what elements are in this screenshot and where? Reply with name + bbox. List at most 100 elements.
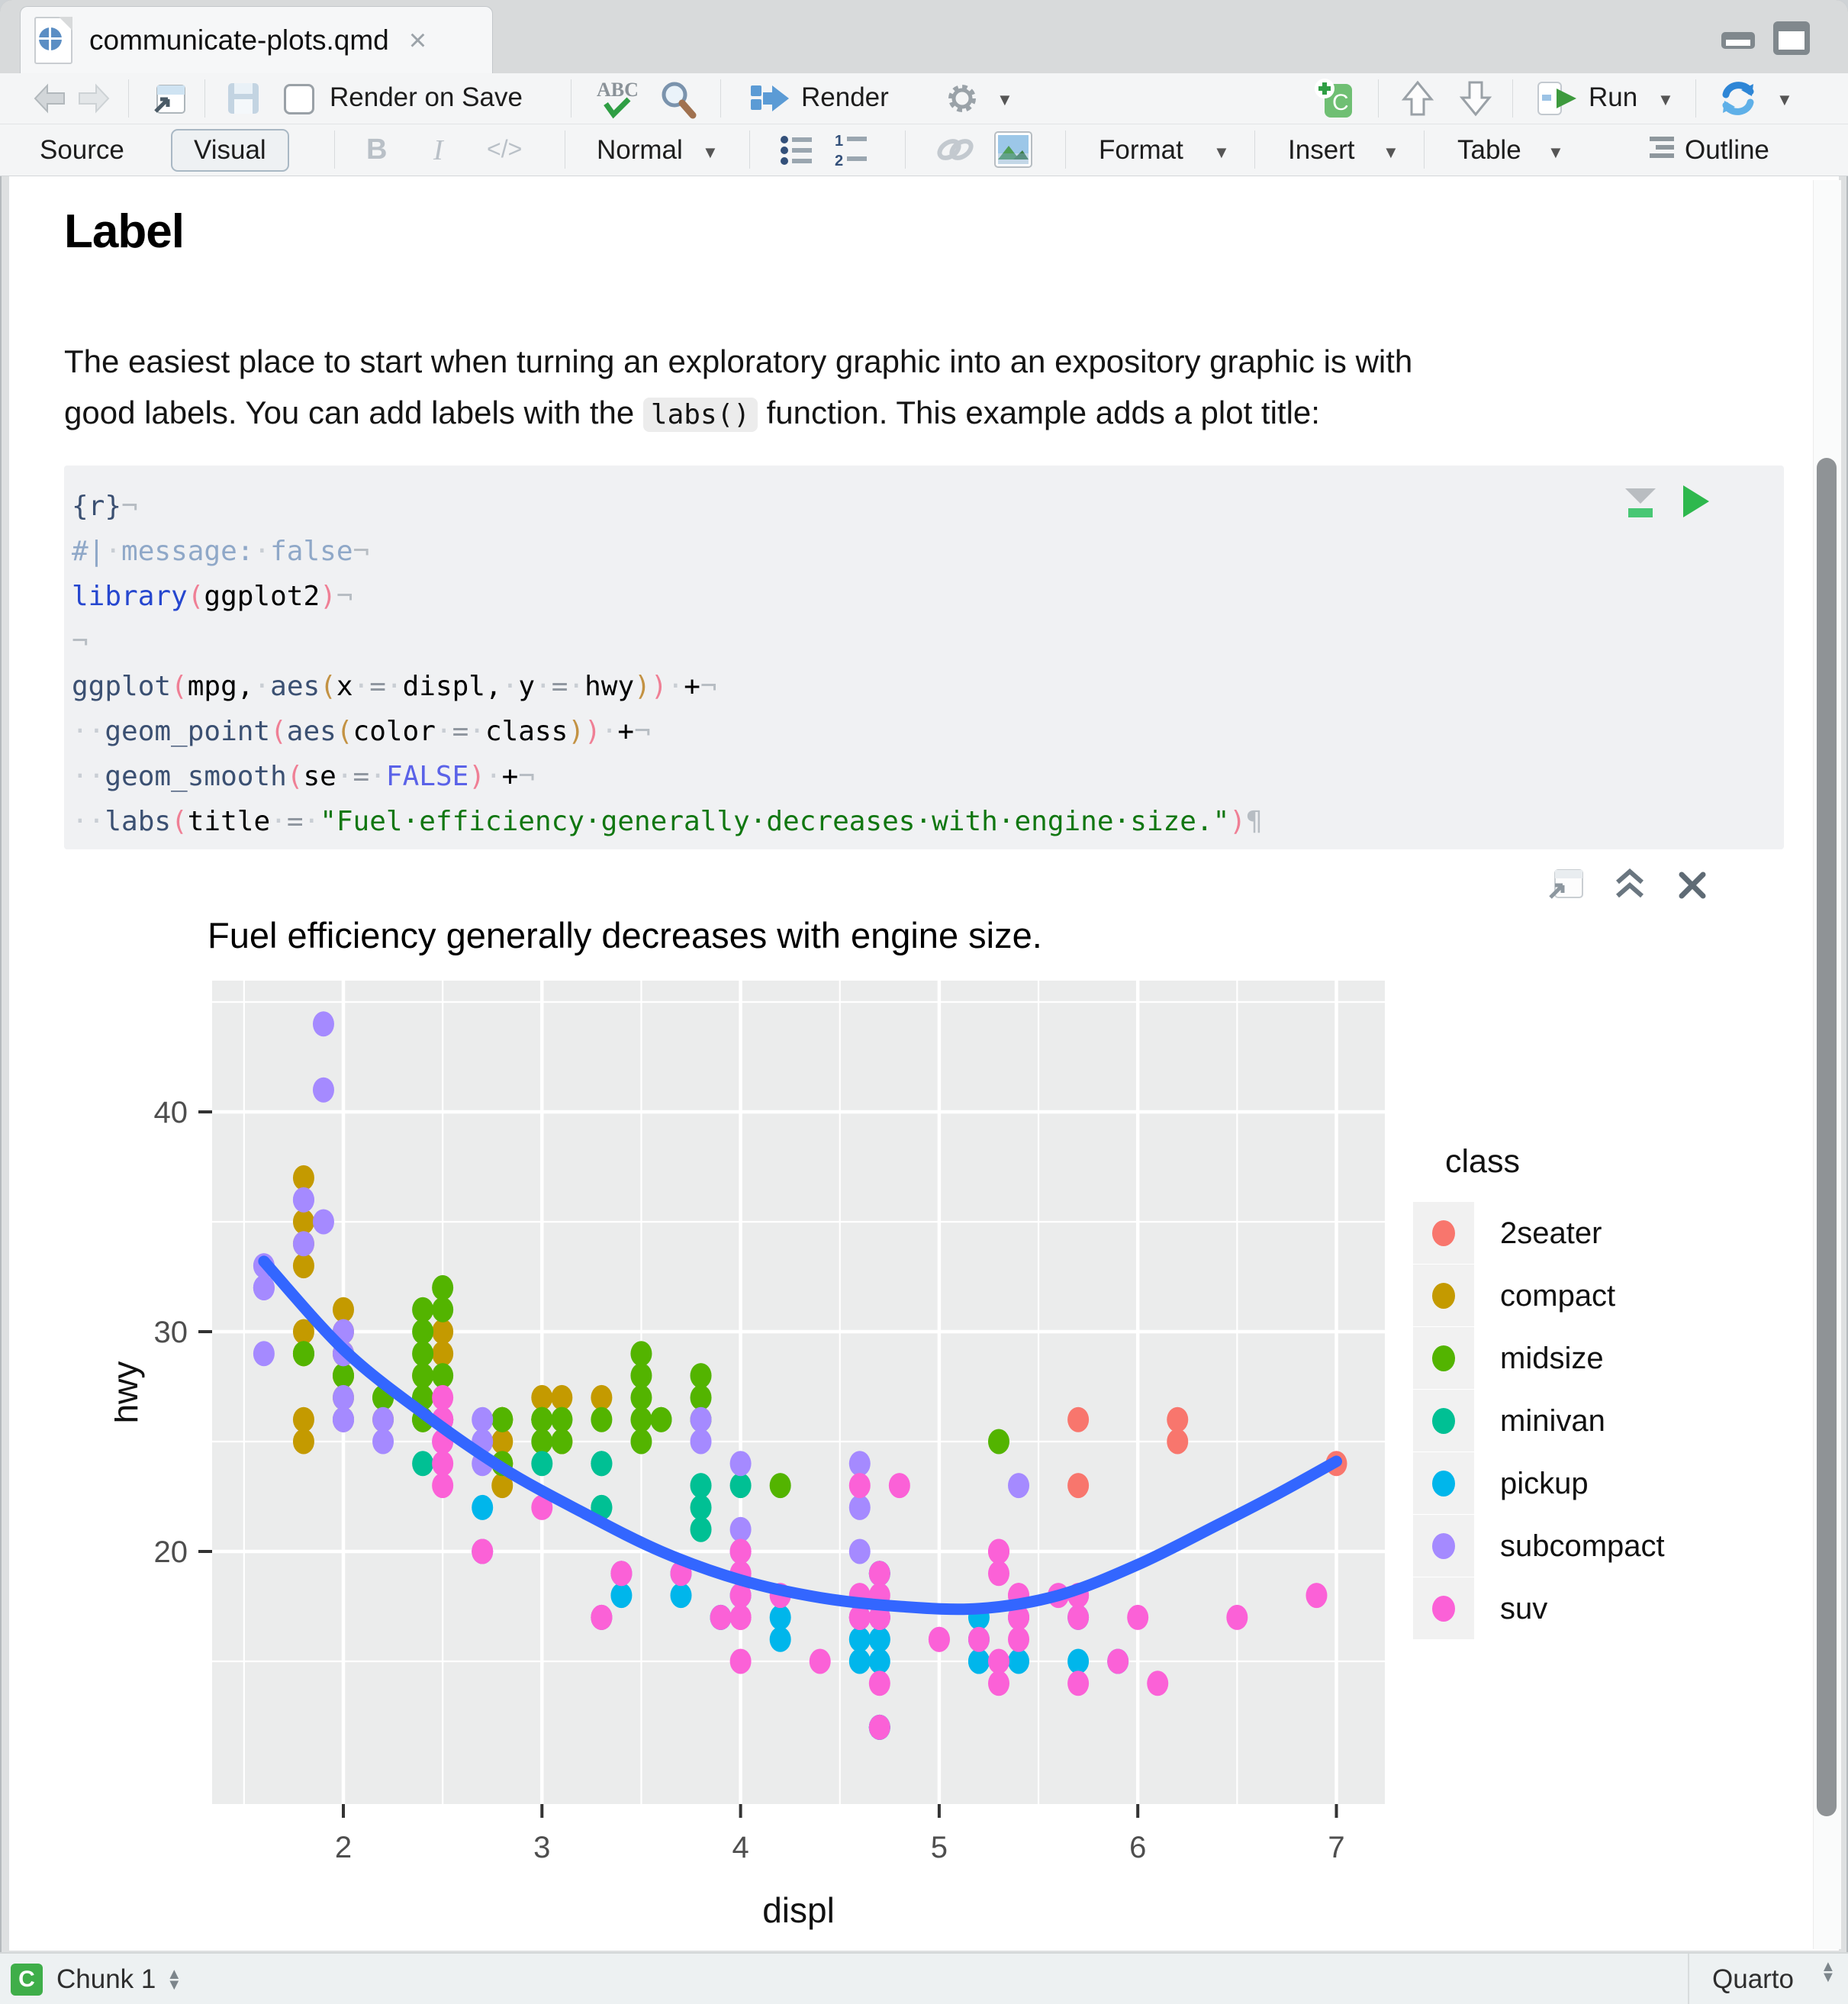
- scatter-point: [551, 1429, 573, 1455]
- scatter-point: [987, 1561, 1009, 1587]
- format-menu[interactable]: Format: [1099, 135, 1183, 165]
- output-popout-icon[interactable]: [1546, 865, 1586, 901]
- tab-source[interactable]: Source: [40, 135, 124, 165]
- jump-next-icon[interactable]: [1459, 79, 1492, 118]
- insert-caret-icon[interactable]: ▼: [1383, 143, 1399, 162]
- scatter-point: [1226, 1604, 1248, 1630]
- source-refresh-icon[interactable]: [1718, 79, 1758, 118]
- run-icon[interactable]: [1537, 81, 1579, 116]
- render-button[interactable]: Render: [801, 82, 889, 112]
- insert-chunk-icon[interactable]: C: [1314, 78, 1358, 119]
- scatter-point: [650, 1406, 672, 1432]
- scatter-point: [432, 1319, 454, 1345]
- scatter-point: [690, 1406, 712, 1432]
- scatter-point: [868, 1561, 890, 1587]
- scrollbar-thumb[interactable]: [1817, 458, 1837, 1816]
- scatter-point: [1008, 1473, 1030, 1499]
- minimize-icon[interactable]: [1718, 20, 1758, 50]
- render-on-save-checkbox[interactable]: [284, 84, 314, 114]
- table-menu[interactable]: Table: [1457, 135, 1521, 165]
- scatter-point: [848, 1604, 871, 1630]
- spellcheck-icon[interactable]: ABC: [594, 78, 639, 119]
- code-line[interactable]: {r}¬: [72, 491, 138, 522]
- chunk-navigator[interactable]: Chunk 1: [56, 1964, 156, 1994]
- scatter-point: [412, 1363, 434, 1389]
- scatter-point: [491, 1406, 514, 1432]
- run-chunk-icon[interactable]: [1679, 482, 1712, 520]
- popout-icon[interactable]: [150, 81, 188, 116]
- bold-button[interactable]: B: [366, 134, 388, 166]
- tab-close-icon[interactable]: ×: [408, 23, 427, 57]
- image-icon[interactable]: [993, 130, 1033, 169]
- code-line[interactable]: ··labs(title·=·"Fuel·efficiency·generall…: [72, 806, 1263, 837]
- scatter-point: [412, 1297, 434, 1323]
- jump-previous-icon[interactable]: [1401, 79, 1434, 118]
- code-line[interactable]: #|·message:·false¬: [72, 536, 370, 567]
- code-line[interactable]: library(ggplot2)¬: [72, 581, 353, 612]
- run-button[interactable]: Run: [1589, 82, 1638, 112]
- doc-heading[interactable]: Label: [64, 205, 185, 258]
- save-icon[interactable]: [226, 81, 261, 116]
- code-chunk[interactable]: {r}¬ #|·message:·false¬ library(ggplot2)¬ ¬…: [64, 466, 1784, 849]
- code-line[interactable]: ··geom_point(aes(color·=·class))·+¬: [72, 716, 651, 747]
- run-chunks-above-icon[interactable]: [1621, 484, 1660, 520]
- forward-icon[interactable]: [76, 82, 111, 114]
- legend-key-icon: [1413, 1515, 1474, 1577]
- scatter-point: [848, 1494, 871, 1520]
- scatter-point: [848, 1626, 871, 1652]
- scatter-point: [1067, 1648, 1090, 1674]
- paragraph-style-caret-icon[interactable]: ▼: [702, 143, 719, 162]
- bullet-list-icon[interactable]: [780, 134, 815, 167]
- code-lines[interactable]: {r}¬ #|·message:·false¬ library(ggplot2)¬ ¬…: [72, 484, 1263, 844]
- scatter-point: [848, 1451, 871, 1477]
- chunk-spinner-icon[interactable]: ▲ ▼: [166, 1966, 182, 1993]
- scatter-point: [868, 1671, 890, 1696]
- render-settings-caret-icon[interactable]: ▼: [996, 90, 1013, 109]
- run-caret-icon[interactable]: ▼: [1657, 90, 1674, 109]
- gear-icon[interactable]: [945, 81, 980, 116]
- tab-visual[interactable]: Visual: [171, 129, 289, 172]
- code-button[interactable]: </>: [487, 135, 523, 163]
- x-tick-label: 5: [931, 1831, 948, 1864]
- link-icon[interactable]: [935, 134, 975, 166]
- doc-paragraph[interactable]: The easiest place to start when turning …: [64, 336, 1811, 440]
- back-icon[interactable]: [32, 82, 67, 114]
- scatter-point: [292, 1231, 314, 1257]
- collapse-output-icon[interactable]: [1611, 867, 1648, 901]
- code-line[interactable]: ¬: [72, 626, 89, 657]
- scatter-point: [809, 1648, 831, 1674]
- code-line[interactable]: ··geom_smooth(se·=·FALSE)·+¬: [72, 761, 536, 792]
- refresh-caret-icon[interactable]: ▼: [1776, 90, 1793, 109]
- scatter-point: [690, 1363, 712, 1389]
- y-tick-label: 30: [154, 1316, 188, 1349]
- scatter-point: [987, 1671, 1009, 1696]
- search-icon[interactable]: [658, 79, 697, 119]
- mode-spinner-icon[interactable]: ▲ ▼: [1821, 1958, 1836, 1986]
- legend-label: 2seater: [1500, 1216, 1602, 1250]
- y-axis-title: hwy: [114, 1361, 145, 1424]
- maximize-icon[interactable]: [1772, 20, 1811, 55]
- table-caret-icon[interactable]: ▼: [1547, 143, 1564, 162]
- scatter-point: [670, 1583, 692, 1609]
- smooth-line: [258, 1255, 1342, 1616]
- code-line[interactable]: ggplot(mpg,·aes(x·=·displ,·y·=·hwy))·+¬: [72, 671, 717, 702]
- render-icon[interactable]: [749, 82, 789, 114]
- plot-title: Fuel efficiency generally decreases with…: [208, 915, 1042, 955]
- clear-output-icon[interactable]: [1676, 868, 1709, 902]
- italic-button[interactable]: I: [433, 134, 443, 166]
- mode-selector[interactable]: Quarto: [1712, 1964, 1794, 1994]
- scatter-point: [253, 1274, 275, 1300]
- scatter-point: [848, 1648, 871, 1674]
- outline-button[interactable]: Outline: [1685, 135, 1769, 165]
- scatter-point: [591, 1451, 613, 1477]
- insert-menu[interactable]: Insert: [1288, 135, 1355, 165]
- scatter-point: [292, 1406, 314, 1432]
- format-caret-icon[interactable]: ▼: [1213, 143, 1230, 162]
- scatter-point: [690, 1384, 712, 1410]
- paragraph-style-dropdown[interactable]: Normal: [597, 135, 683, 165]
- scatter-point: [491, 1429, 514, 1455]
- scatter-point: [868, 1714, 890, 1740]
- outline-icon[interactable]: [1647, 135, 1677, 163]
- tab-communicate-plots[interactable]: communicate-plots.qmd ×: [20, 6, 493, 74]
